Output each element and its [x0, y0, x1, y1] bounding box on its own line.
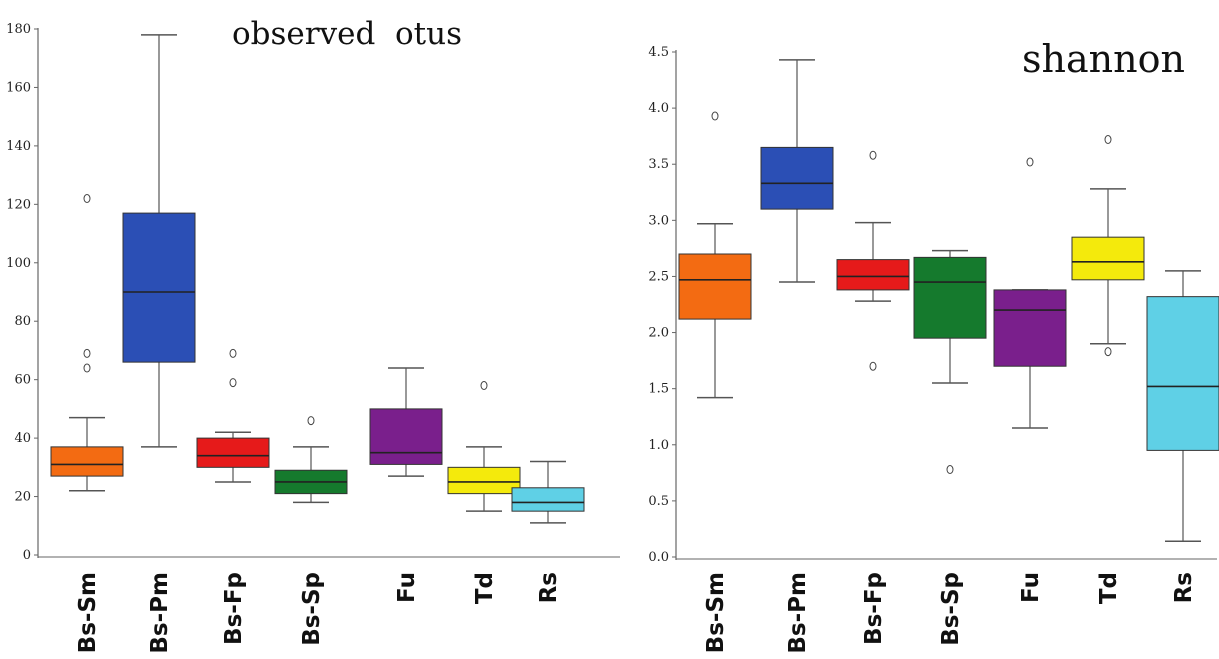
chart-title-observed-otus: observed otus [232, 16, 462, 52]
outlier-bs-sm [711, 111, 719, 121]
y-tick-label-0: 0 [23, 548, 31, 563]
y-tick-label-60: 60 [14, 373, 31, 388]
category-label-rs: Rs [536, 572, 562, 603]
y-tick-label-20: 20 [14, 490, 31, 505]
y-tick-label-2-5: 2.5 [648, 269, 669, 284]
box-td [447, 466, 521, 495]
y-tick-label-4-5: 4.5 [648, 45, 669, 60]
category-label-bs-sp: Bs-Sp [938, 572, 964, 646]
category-label-bs-fp: Bs-Fp [861, 572, 887, 645]
box-rs [1146, 296, 1219, 451]
outlier-bs-fp [869, 361, 877, 371]
box-bs-pm [122, 212, 196, 363]
y-tick-label-80: 80 [14, 314, 31, 329]
box-bs-sp [913, 256, 987, 339]
outlier-bs-sm [83, 348, 91, 358]
y-tick-label-0-5: 0.5 [648, 494, 669, 509]
chart-title-shannon: shannon [1022, 37, 1185, 81]
y-tick-label-3-0: 3.0 [648, 213, 669, 228]
outlier-bs-fp [869, 150, 877, 160]
y-tick-label-140: 140 [6, 139, 31, 154]
box-td [1071, 236, 1145, 281]
y-tick-label-100: 100 [6, 256, 31, 271]
observed-otus-chart: observed otus 0 20 40 60 80 100 120 140 160 180 Bs… [6, 16, 620, 654]
category-label-bs-pm: Bs-Pm [147, 572, 173, 654]
category-label-bs-fp: Bs-Fp [221, 572, 247, 645]
box-fu [369, 408, 443, 465]
box-bs-pm [760, 146, 834, 210]
category-label-bs-sm: Bs-Sm [703, 572, 729, 653]
outlier-td [1104, 347, 1112, 357]
y-tick-label-3-5: 3.5 [648, 157, 669, 172]
outlier-bs-sp [946, 464, 954, 474]
outlier-bs-sm [83, 363, 91, 373]
y-tick-label-1-0: 1.0 [648, 438, 669, 453]
outlier-td [480, 381, 488, 391]
y-tick-label-2-0: 2.0 [648, 326, 669, 341]
y-tick-label-1-5: 1.5 [648, 382, 669, 397]
outlier-td [1104, 135, 1112, 145]
box-fu [993, 289, 1067, 367]
outlier-bs-fp [229, 348, 237, 358]
category-label-fu: Fu [1018, 572, 1044, 603]
category-label-td: Td [1096, 572, 1122, 604]
category-label-bs-pm: Bs-Pm [785, 572, 811, 654]
box-bs-fp [836, 259, 910, 291]
outlier-bs-sm [83, 193, 91, 203]
y-tick-label-4-0: 4.0 [648, 101, 669, 116]
y-tick-label-120: 120 [6, 197, 31, 212]
y-tick-label-160: 160 [6, 80, 31, 95]
y-tick-label-180: 180 [6, 22, 31, 37]
outlier-bs-fp [229, 378, 237, 388]
category-label-bs-sm: Bs-Sm [75, 572, 101, 653]
outlier-bs-sp [307, 416, 315, 426]
y-tick-label-0-0: 0.0 [648, 550, 669, 565]
box-bs-fp [196, 437, 270, 468]
category-label-rs: Rs [1171, 572, 1197, 603]
box-rs [511, 487, 585, 512]
outlier-fu [1026, 157, 1034, 167]
category-label-bs-sp: Bs-Sp [299, 572, 325, 646]
shannon-chart: shannon 0.0 0.5 1.0 1.5 2.0 2.5 3.0 3.5 4.0 4.5 Bs… [648, 37, 1219, 654]
category-label-fu: Fu [394, 572, 420, 603]
category-label-td: Td [472, 572, 498, 604]
box-bs-sm [678, 253, 752, 320]
y-tick-label-40: 40 [14, 431, 31, 446]
box-bs-sm [50, 446, 124, 477]
